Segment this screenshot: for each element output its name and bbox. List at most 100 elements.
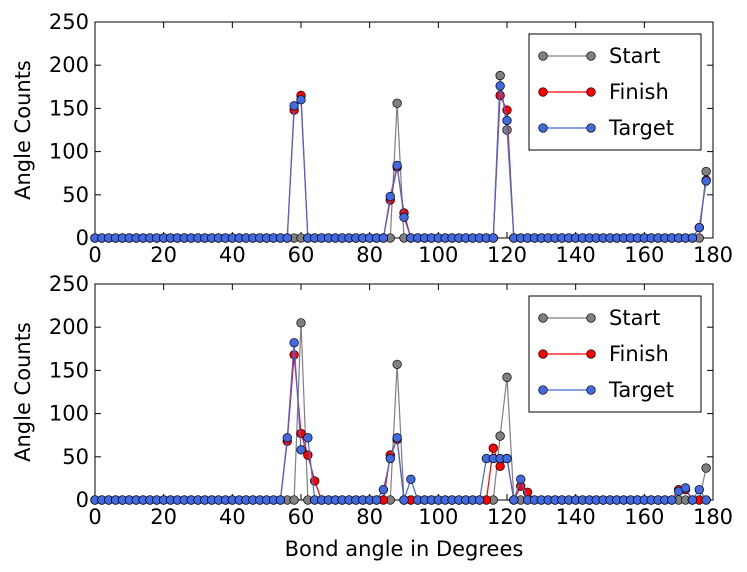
data-point-target [680, 483, 691, 493]
x-tick-label: 20 [150, 505, 177, 529]
legend-marker-finish [586, 349, 596, 359]
data-point-target [399, 495, 409, 505]
x-tick-label: 0 [88, 505, 101, 529]
data-point-target [701, 495, 711, 505]
y-tick-label: 250 [49, 272, 89, 296]
data-point-target [509, 495, 519, 505]
data-point-start [289, 495, 299, 505]
data-point-target [488, 233, 498, 243]
x-tick-label: 60 [288, 505, 315, 529]
legend-label-target: Target [608, 116, 674, 140]
y-tick-label: 50 [62, 183, 89, 207]
x-axis-label: Bond angle in Degrees [285, 537, 524, 561]
data-point-target [385, 191, 395, 202]
bottom-chart-panel: 0 20 40 60 80 100 120 140 160 180 0 50 100 150 200 250 A… [11, 272, 733, 561]
data-point-target [399, 212, 409, 222]
y-tick-label: 200 [49, 315, 89, 339]
legend: Start Finish Target [528, 295, 702, 413]
legend-label-finish: Finish [609, 342, 669, 366]
y-tick-label: 150 [49, 358, 89, 382]
data-point-target [495, 81, 505, 91]
data-point-target [516, 474, 526, 484]
x-tick-label: 40 [219, 243, 246, 267]
data-point-target [371, 495, 382, 505]
data-point-start [495, 70, 505, 81]
data-point-target [296, 95, 306, 105]
legend-marker-start [538, 313, 548, 323]
legend-marker-target [586, 385, 596, 395]
data-point-start [701, 463, 711, 473]
data-point-target [378, 484, 389, 495]
plot-series-group [90, 318, 711, 505]
data-point-target [694, 484, 704, 495]
legend-marker-finish [586, 87, 596, 97]
x-tick-label: 100 [418, 243, 458, 267]
data-point-target [275, 495, 286, 505]
x-tick-label: 20 [150, 243, 177, 267]
y-tick-label: 100 [49, 140, 89, 164]
data-point-start [296, 318, 306, 328]
y-axis-label: Angle Counts [11, 322, 35, 462]
legend-marker-target [586, 123, 596, 133]
data-point-target [296, 445, 306, 455]
legend-label-target: Target [608, 378, 674, 402]
x-tick-label: 160 [624, 505, 664, 529]
legend-label-start: Start [609, 44, 660, 68]
data-point-target [392, 160, 402, 171]
data-point-target [406, 474, 416, 484]
y-tick-label: 150 [49, 96, 89, 120]
x-tick-label: 80 [356, 505, 383, 529]
x-tick-label: 160 [624, 243, 664, 267]
legend-label-finish: Finish [609, 80, 669, 104]
legend-marker-start [586, 313, 596, 323]
data-point-target [687, 495, 698, 505]
data-point-target [289, 338, 299, 348]
data-point-target [667, 495, 677, 505]
plot-series-group [90, 70, 711, 243]
y-tick-label: 250 [49, 10, 89, 34]
legend: Start Finish Target [528, 33, 702, 151]
x-tick-label: 120 [487, 505, 527, 529]
y-tick-label: 0 [76, 488, 89, 512]
data-point-start [502, 372, 512, 382]
data-point-target [502, 453, 512, 464]
data-point-target [289, 101, 299, 111]
y-axis-label: Angle Counts [11, 60, 35, 200]
x-tick-label: 180 [693, 243, 733, 267]
data-point-start [392, 98, 402, 108]
x-tick-label: 140 [556, 243, 596, 267]
legend-marker-finish [538, 349, 548, 359]
legend-marker-start [586, 51, 596, 61]
data-point-target [385, 453, 395, 464]
x-tick-label: 120 [487, 243, 527, 267]
data-point-target [282, 233, 292, 243]
data-point-target [392, 433, 402, 443]
x-tick-label: 0 [88, 243, 101, 267]
data-point-target [687, 233, 698, 243]
legend-marker-target [538, 385, 548, 395]
legend-marker-finish [538, 87, 548, 97]
y-tick-label: 100 [49, 402, 89, 426]
legend-marker-start [538, 51, 548, 61]
data-point-start [392, 359, 402, 370]
data-point-target [701, 176, 711, 186]
data-point-target [474, 495, 485, 505]
x-tick-label: 60 [288, 243, 315, 267]
data-point-finish [488, 443, 498, 453]
y-tick-label: 50 [62, 445, 89, 469]
data-point-target [694, 222, 704, 233]
x-tick-label: 140 [556, 505, 596, 529]
data-point-finish [495, 461, 505, 471]
top-chart-panel: 0 20 40 60 80 100 120 140 160 180 0 50 100 150 200 250 A… [11, 10, 733, 267]
x-tick-label: 180 [693, 505, 733, 529]
y-tick-label: 0 [76, 226, 89, 250]
legend-marker-target [538, 123, 548, 133]
data-point-start [701, 166, 711, 177]
x-tick-label: 80 [356, 243, 383, 267]
data-point-target [502, 115, 512, 126]
data-point-start [495, 431, 505, 441]
data-point-target [378, 233, 389, 243]
x-tick-label: 100 [418, 505, 458, 529]
y-tick-label: 200 [49, 53, 89, 77]
